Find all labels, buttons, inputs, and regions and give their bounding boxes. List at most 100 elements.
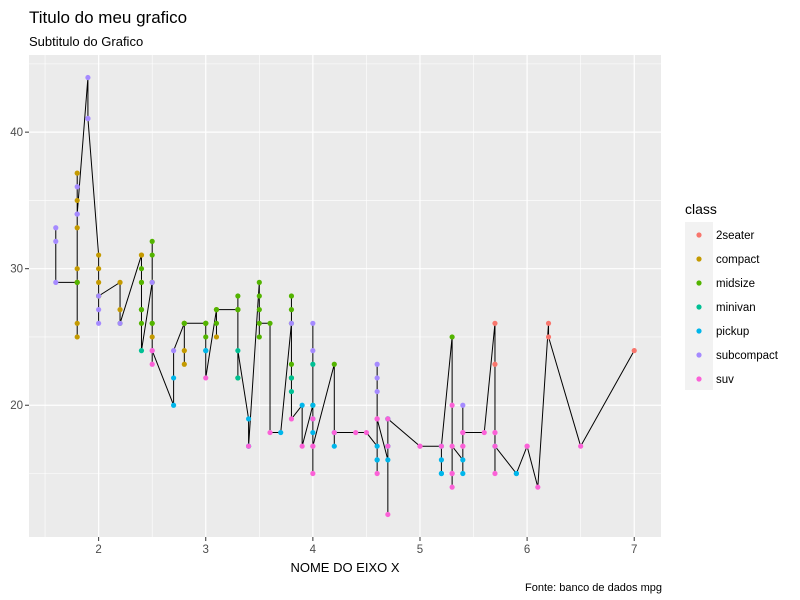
data-point-compact [96, 266, 102, 272]
data-point-pickup [513, 470, 519, 477]
data-point-2seater [545, 334, 552, 340]
data-point-2seater [492, 361, 498, 367]
data-point-midsize [288, 293, 295, 299]
minor-grid [29, 55, 661, 537]
data-point-subcompact [74, 211, 80, 217]
data-point-subcompact [310, 320, 316, 326]
legend-key-pickup [696, 328, 702, 334]
chart-subtitle: Subtitulo do Grafico [29, 34, 143, 49]
data-point-midsize [138, 279, 145, 285]
data-point-subcompact [310, 348, 316, 354]
data-point-midsize [138, 266, 145, 272]
data-points-layer [53, 74, 637, 518]
data-point-midsize [203, 320, 209, 326]
data-point-minivan [310, 361, 316, 367]
data-point-pickup [374, 457, 380, 463]
legend-key-suv [696, 376, 702, 382]
data-point-suv [353, 429, 359, 436]
data-point-pickup [299, 402, 305, 408]
y-tick-label: 30 [10, 264, 23, 276]
x-tick-label: 3 [203, 544, 209, 556]
data-point-suv [460, 429, 466, 436]
data-point-midsize [331, 361, 337, 367]
data-point-subcompact [374, 388, 380, 395]
data-point-compact [213, 334, 220, 340]
data-point-suv [310, 443, 316, 449]
data-point-suv [449, 470, 455, 477]
data-point-minivan [138, 348, 145, 354]
data-point-midsize [203, 334, 209, 340]
x-axis-label: NOME DO EIXO X [290, 560, 399, 575]
data-point-pickup [310, 429, 316, 436]
data-point-subcompact [96, 307, 102, 313]
data-point-suv [363, 429, 370, 436]
data-point-midsize [138, 307, 145, 313]
data-point-subcompact [85, 74, 91, 81]
data-point-suv [492, 443, 498, 449]
data-point-subcompact [374, 375, 380, 381]
data-point-subcompact [53, 238, 59, 244]
data-point-suv [438, 443, 445, 449]
data-point-subcompact [149, 279, 155, 285]
data-point-suv [385, 443, 391, 449]
data-point-compact [117, 307, 123, 313]
data-point-midsize [449, 334, 455, 340]
data-point-suv [449, 484, 455, 490]
data-point-suv [245, 443, 252, 449]
legend-label-minivan: minivan [716, 302, 756, 314]
data-point-compact [74, 320, 80, 326]
data-point-midsize [256, 334, 262, 340]
data-point-midsize [235, 307, 241, 313]
legend-key-2seater [696, 232, 702, 238]
x-tick-label: 5 [417, 544, 423, 556]
data-point-suv [578, 443, 584, 449]
data-point-pickup [203, 348, 209, 354]
data-point-midsize [149, 252, 155, 258]
data-point-pickup [171, 375, 177, 381]
plot-panel [29, 55, 661, 537]
legend-title: class [685, 201, 717, 217]
data-point-compact [117, 279, 123, 285]
data-point-suv [535, 484, 541, 490]
data-point-minivan [288, 375, 295, 381]
data-point-suv [374, 416, 380, 422]
data-point-midsize [235, 293, 241, 299]
data-point-subcompact [288, 320, 295, 326]
data-point-2seater [631, 348, 637, 354]
data-point-suv [310, 470, 316, 477]
x-tick-label: 7 [631, 544, 637, 556]
data-point-suv [449, 443, 455, 449]
data-point-suv [524, 443, 530, 449]
legend-label-suv: suv [716, 374, 734, 386]
data-point-compact [74, 266, 80, 272]
data-point-midsize [256, 279, 262, 285]
data-point-midsize [256, 320, 262, 326]
legend-label-subcompact: subcompact [716, 350, 779, 362]
data-point-midsize [213, 320, 220, 326]
data-point-compact [96, 252, 102, 258]
data-point-suv [385, 511, 391, 518]
x-tick-label: 6 [524, 544, 530, 556]
data-point-midsize [74, 279, 80, 285]
data-point-suv [460, 443, 466, 449]
data-point-2seater [545, 320, 552, 326]
data-point-midsize [149, 238, 155, 244]
legend-label-pickup: pickup [716, 326, 749, 338]
data-point-suv [374, 470, 380, 477]
chart-caption: Fonte: banco de dados mpg [525, 582, 662, 594]
data-point-midsize [288, 307, 295, 313]
data-point-subcompact [96, 320, 102, 326]
data-point-pickup [331, 443, 337, 449]
data-point-suv [267, 429, 273, 436]
data-point-subcompact [53, 225, 59, 231]
data-point-pickup [171, 402, 177, 408]
data-point-pickup [438, 470, 445, 477]
data-point-pickup [460, 457, 466, 463]
data-point-pickup [310, 402, 316, 408]
x-tick-label: 2 [95, 544, 101, 556]
legend-key-minivan [696, 304, 702, 310]
legend-items: 2seater compact midsize minivan pickup subcom… [696, 230, 779, 386]
data-point-suv [203, 375, 209, 381]
data-point-suv [385, 416, 391, 422]
